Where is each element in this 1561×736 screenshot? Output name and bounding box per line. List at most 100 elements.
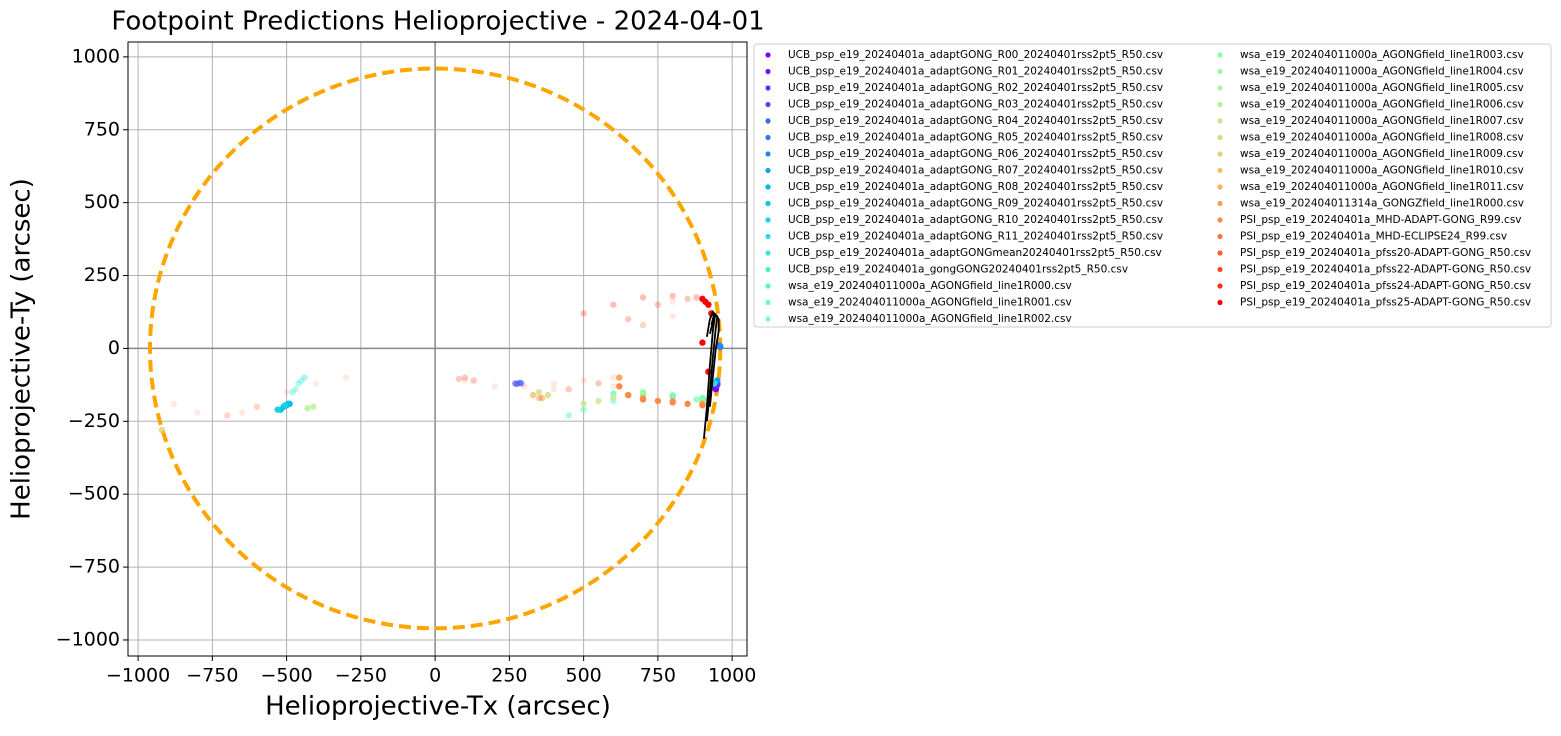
legend-marker xyxy=(765,233,771,240)
scatter-point xyxy=(610,383,617,390)
x-tick-label: 500 xyxy=(566,665,602,687)
legend-label: UCB_psp_e19_20240401a_adaptGONG_R09_2024… xyxy=(788,198,1163,210)
y-tick-label: −500 xyxy=(68,483,120,505)
y-tick-label: −750 xyxy=(68,556,120,578)
scatter-point xyxy=(310,403,317,410)
y-tick-label: −1000 xyxy=(56,628,120,650)
connection-line xyxy=(708,312,720,407)
scatter-point xyxy=(699,339,706,346)
scatter-point xyxy=(455,375,463,383)
legend-marker xyxy=(765,151,771,157)
x-axis-label: Helioprojective-Tx (arcsec) xyxy=(265,692,611,722)
legend-label: wsa_e19_202404011000a_AGONGfield_line1R0… xyxy=(1240,165,1524,177)
scatter-point xyxy=(544,391,552,399)
scatter-point xyxy=(654,301,662,308)
scatter-point xyxy=(684,295,691,303)
x-tick-label: 750 xyxy=(640,665,676,687)
scatter-point xyxy=(538,394,546,402)
y-tick-label: 0 xyxy=(108,337,120,359)
scatter-point xyxy=(595,380,602,387)
scatter-point xyxy=(304,404,311,412)
scatter-point xyxy=(717,342,724,350)
scatter-point xyxy=(610,301,617,308)
legend-marker xyxy=(1217,85,1223,91)
legend-label: PSI_psp_e19_20240401a_MHD-ADAPT-GONG_R99… xyxy=(1240,214,1522,226)
legend-marker xyxy=(1217,233,1223,240)
legend-marker xyxy=(1217,101,1223,108)
scatter-point xyxy=(595,397,602,405)
legend-marker xyxy=(765,200,771,207)
scatter-point xyxy=(610,374,617,381)
legend-marker xyxy=(1217,52,1223,58)
scatter-point xyxy=(610,394,617,402)
x-tick-label: −250 xyxy=(335,665,387,687)
y-tick-label: 750 xyxy=(84,118,120,140)
scatter-point xyxy=(669,298,676,305)
legend-label: UCB_psp_e19_20240401a_adaptGONG_R00_2024… xyxy=(788,49,1163,61)
scatter-point xyxy=(529,391,537,399)
scatter-point xyxy=(669,399,676,406)
x-tick-label: 0 xyxy=(429,665,441,687)
scatter-point xyxy=(342,374,350,381)
scatter-point xyxy=(654,397,662,405)
legend-marker xyxy=(1217,134,1223,141)
scatter-point xyxy=(491,383,498,390)
scatter-point xyxy=(550,386,558,393)
legend-label: wsa_e19_202404011000a_AGONGfield_line1R0… xyxy=(1240,49,1524,61)
legend-label: wsa_e19_202404011000a_AGONGfield_line1R0… xyxy=(1240,181,1524,193)
legend-label: UCB_psp_e19_20240401a_adaptGONG_R01_2024… xyxy=(788,66,1163,78)
legend-label: wsa_e19_202404011000a_AGONGfield_line1R0… xyxy=(788,280,1072,292)
scatter-point xyxy=(639,321,647,329)
legend-label: UCB_psp_e19_20240401a_adaptGONG_R02_2024… xyxy=(788,82,1163,94)
legend-marker xyxy=(765,118,771,124)
legend-marker xyxy=(1217,299,1223,306)
legend-label: UCB_psp_e19_20240401a_adaptGONG_R06_2024… xyxy=(788,148,1163,160)
legend-marker xyxy=(1217,200,1223,207)
scatter-point xyxy=(693,396,700,403)
legend-marker xyxy=(765,85,771,91)
x-tick-label: −500 xyxy=(261,665,313,687)
grid xyxy=(128,42,747,656)
legend-marker xyxy=(765,134,771,141)
connection-line xyxy=(706,311,719,422)
legend-label: UCB_psp_e19_20240401a_adaptGONG_R11_2024… xyxy=(788,231,1163,243)
scatter-point xyxy=(565,386,572,393)
scatter-point xyxy=(639,396,647,403)
scatter-point xyxy=(274,406,281,413)
axes: −1000 −750 −500 −250 0 250 500 750 1000 −1000 −750… xyxy=(56,45,757,686)
x-tick-label: 1000 xyxy=(708,665,756,687)
legend-label: UCB_psp_e19_20240401a_adaptGONG_R07_2024… xyxy=(788,165,1163,177)
legend-marker xyxy=(1217,118,1223,124)
scatter-point xyxy=(470,377,477,384)
legend-label: PSI_psp_e19_20240401a_pfss25-ADAPT-GONG_… xyxy=(1240,297,1531,309)
legend-label: UCB_psp_e19_20240401a_adaptGONG_R05_2024… xyxy=(788,132,1163,144)
scatter-point xyxy=(610,390,617,397)
scatter-point xyxy=(616,383,623,390)
legend-marker xyxy=(1217,250,1223,256)
scatter-point xyxy=(580,406,587,413)
legend-marker xyxy=(765,184,771,190)
legend-marker xyxy=(1217,266,1223,273)
scatter-point xyxy=(224,412,231,419)
y-tick-label: 250 xyxy=(84,264,120,286)
legend-marker xyxy=(1217,151,1223,157)
legend-marker xyxy=(765,68,771,75)
scatter-point xyxy=(224,412,231,419)
scatter-point xyxy=(535,388,543,396)
scatter-point xyxy=(194,409,201,416)
scatter-point xyxy=(624,316,632,323)
scatter-point xyxy=(565,412,572,419)
scatter-point xyxy=(684,400,691,408)
x-tick-label: −750 xyxy=(186,665,238,687)
scatter-point xyxy=(518,380,525,387)
y-axis-label: Helioprojective-Ty (arcsec) xyxy=(7,178,37,520)
legend-label: wsa_e19_202404011000a_AGONGfield_line1R0… xyxy=(1240,99,1524,111)
scatter-point xyxy=(521,383,528,390)
legend-label: PSI_psp_e19_20240401a_pfss20-ADAPT-GONG_… xyxy=(1240,247,1531,259)
legend-label: UCB_psp_e19_20240401a_adaptGONG_R04_2024… xyxy=(788,115,1163,127)
scatter-point xyxy=(669,313,676,320)
scatter-point xyxy=(639,390,647,397)
y-tick-label: 1000 xyxy=(72,45,120,67)
scatter-point xyxy=(699,394,706,402)
